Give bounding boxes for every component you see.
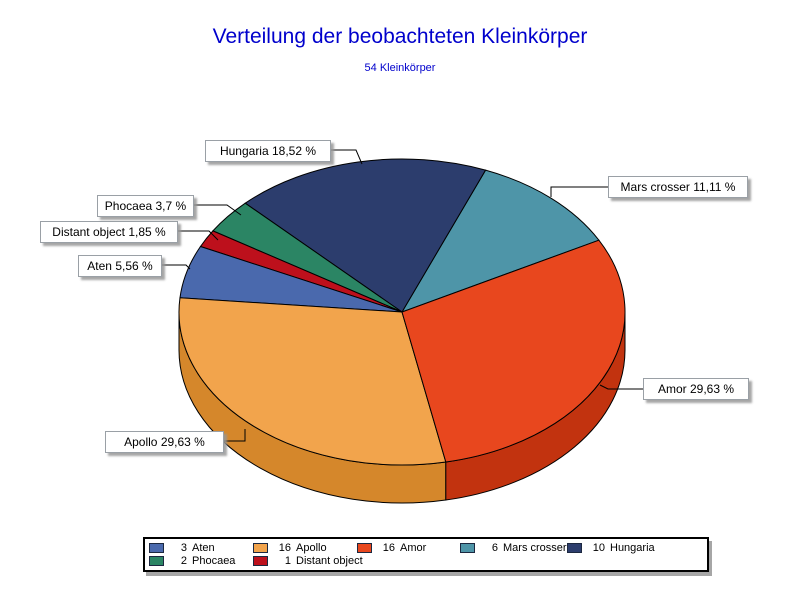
legend-count: 1 — [284, 555, 291, 567]
legend-count: 16 — [382, 542, 395, 554]
legend-count: 3 — [180, 542, 187, 554]
legend-name: Apollo — [296, 542, 327, 554]
legend-item-amor: 16 Amor — [357, 542, 426, 554]
legend-swatch-apollo — [253, 543, 268, 553]
legend-item-apollo: 16 Apollo — [253, 542, 327, 554]
legend-name: Distant object — [296, 555, 363, 567]
legend-swatch-amor — [357, 543, 372, 553]
legend-name: Phocaea — [192, 555, 236, 567]
callout-hungaria: Hungaria 18,52 % — [205, 140, 331, 162]
legend-swatch-hungaria — [567, 543, 582, 553]
legend-count: 16 — [278, 542, 291, 554]
callout-line-phocaea — [192, 204, 242, 216]
legend-count: 2 — [180, 555, 187, 567]
callout-apollo: Apollo 29,63 % — [105, 431, 224, 453]
pie-slice-apollo — [178, 297, 447, 466]
callout-mars-crosser: Mars crosser 11,11 % — [608, 176, 748, 198]
pie-slice-mars_crosser — [400, 169, 600, 313]
pie-slice-amor — [401, 239, 626, 463]
legend-swatch-distant_object — [253, 556, 268, 566]
callout-aten: Aten 5,56 % — [78, 255, 162, 277]
legend-name: Aten — [192, 542, 215, 554]
callout-line-hungaria — [329, 149, 363, 165]
legend-count: 6 — [491, 542, 498, 554]
legend-swatch-aten — [149, 543, 164, 553]
legend-swatch-mars_crosser — [460, 543, 475, 553]
legend-item-aten: 3 Aten — [149, 542, 215, 554]
callout-distant-object: Distant object 1,85 % — [40, 221, 178, 243]
legend-item-distant_object: 1 Distant object — [253, 555, 363, 567]
legend-name: Mars crosser — [503, 542, 567, 554]
legend-item-hungaria: 10 Hungaria — [567, 542, 655, 554]
legend-count: 10 — [592, 542, 605, 554]
legend-name: Amor — [400, 542, 427, 554]
chart-title: Verteilung der beobachteten Kleinkörper — [212, 25, 588, 48]
callout-line-aten — [160, 264, 191, 270]
callout-line-mars_crosser — [550, 186, 608, 197]
chart-subtitle: 54 Kleinkörper — [364, 62, 436, 74]
callout-line-distant_object — [176, 230, 219, 241]
legend-item-phocaea: 2 Phocaea — [149, 555, 235, 567]
pie-slice-hungaria — [244, 158, 487, 313]
callout-amor: Amor 29,63 % — [643, 378, 749, 400]
callout-line-amor — [599, 384, 643, 390]
legend-item-mars_crosser: 6 Mars crosser — [460, 542, 567, 554]
legend-swatch-phocaea — [149, 556, 164, 566]
callout-phocaea: Phocaea 3,7 % — [97, 195, 194, 217]
legend: 3 Aten 16 Apollo 16 Amor 6 Mars crosser 10 Hungar… — [143, 537, 709, 572]
legend-name: Hungaria — [610, 542, 655, 554]
callout-line-apollo — [222, 429, 246, 442]
